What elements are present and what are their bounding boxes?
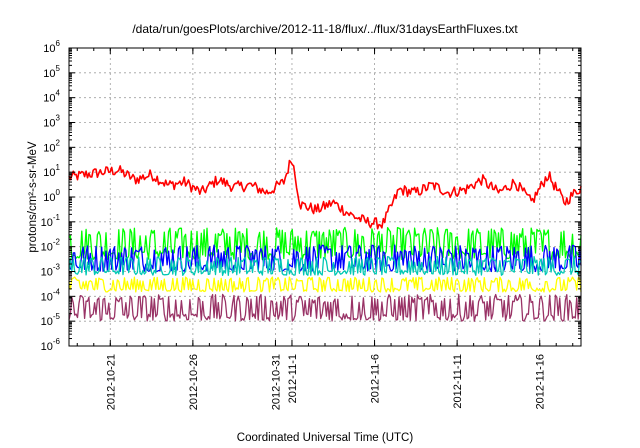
y-tick-label: 10-3: [41, 263, 61, 279]
x-tick-label: 2012-10-21: [105, 354, 117, 410]
series-group: [68, 159, 582, 322]
y-tick-label: 101: [43, 163, 60, 179]
y-tick-label: 10-4: [41, 287, 61, 303]
x-tick-label-group: 2012-11-11: [452, 354, 464, 409]
x-tick-label: 2012-11-16: [535, 354, 547, 409]
series-line: [68, 244, 582, 273]
tick-marks: [69, 47, 581, 347]
series-line: [68, 255, 582, 276]
series-line: [68, 293, 582, 322]
series-line: [68, 276, 582, 293]
y-tick-label: 105: [43, 64, 60, 80]
y-tick-label: 106: [43, 39, 60, 55]
series-line: [68, 159, 582, 230]
y-tick-label: 10-2: [41, 238, 61, 254]
series-line: [68, 226, 582, 261]
x-tick-label-group: 2012-11-1: [287, 354, 299, 403]
x-tick-label-group: 2012-10-31: [270, 354, 282, 410]
x-tick-label: 2012-10-31: [270, 354, 282, 410]
x-tick-label: 2012-11-6: [370, 354, 382, 403]
y-tick-label: 10-1: [41, 213, 61, 229]
x-tick-label: 2012-11-11: [452, 354, 464, 409]
y-tick-label: 100: [43, 188, 60, 204]
chart-title: /data/run/goesPlots/archive/2012-11-18/f…: [132, 22, 518, 36]
x-tick-label-group: 2012-11-6: [370, 354, 382, 403]
y-tick-label: 104: [43, 89, 60, 105]
x-tick-label-group: 2012-11-16: [535, 354, 547, 409]
y-tick-label: 10-6: [41, 337, 61, 353]
y-tick-label: 10-5: [41, 312, 61, 328]
y-tick-label: 102: [43, 138, 60, 154]
x-tick-label: 2012-11-1: [287, 354, 299, 403]
x-axis-label: Coordinated Universal Time (UTC): [237, 432, 414, 444]
x-tick-label-group: 2012-10-26: [188, 354, 200, 410]
y-tick-label: 103: [43, 114, 60, 130]
x-tick-label-group: 2012-10-21: [105, 354, 117, 410]
y-tick-labels: 10-6 10-5 10-4 10-3 10-2 10-1 100 101 102 103 104 1…: [41, 39, 61, 353]
x-tick-label: 2012-10-26: [188, 354, 200, 410]
y-axis-label: protons/cm²-s-sr-MeV: [27, 141, 39, 253]
x-tick-labels: 2012-10-21 2012-10-26 2012-10-31 2012-11-1 2…: [105, 354, 546, 410]
